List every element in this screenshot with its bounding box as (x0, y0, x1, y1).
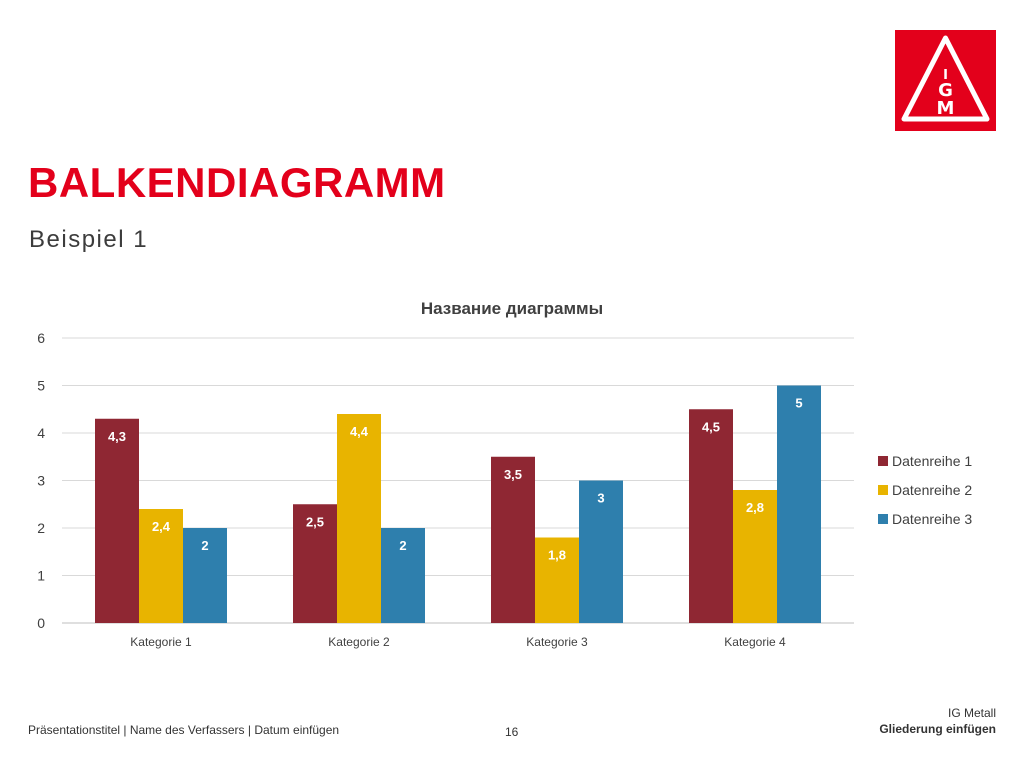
bar (579, 480, 623, 623)
chart-title: Название диаграммы (421, 299, 603, 318)
data-label: 2,8 (746, 500, 764, 515)
svg-text:G: G (938, 80, 953, 101)
footer-section: Gliederung einfügen (879, 722, 996, 736)
footer-right: IG Metall Gliederung einfügen (879, 705, 996, 737)
data-label: 4,5 (702, 419, 720, 434)
data-label: 3,5 (504, 467, 522, 482)
x-tick-label: Kategorie 1 (130, 635, 192, 649)
bar (535, 537, 579, 623)
y-tick-label: 1 (37, 568, 45, 584)
data-label: 2,5 (306, 514, 324, 529)
data-label: 1,8 (548, 548, 566, 563)
legend-entry: Datenreihe 3 (892, 511, 972, 527)
bar (95, 418, 139, 623)
svg-text:I: I (943, 68, 948, 83)
x-tick-label: Kategorie 3 (526, 635, 588, 649)
bar (689, 409, 733, 623)
bar (337, 414, 381, 623)
bar (733, 490, 777, 623)
y-tick-label: 5 (37, 378, 45, 394)
data-label: 4,3 (108, 429, 126, 444)
bar (777, 385, 821, 623)
y-tick-label: 4 (37, 425, 45, 441)
legend-entry: Datenreihe 2 (892, 482, 972, 498)
legend-swatch (878, 485, 888, 495)
data-label: 5 (795, 396, 802, 411)
bar (491, 456, 535, 623)
footer-organization: IG Metall (947, 706, 996, 720)
y-tick-label: 0 (37, 615, 45, 631)
data-label: 2,4 (152, 519, 171, 534)
footer-presentation-info: Präsentationstitel | Name des Verfassers… (28, 723, 340, 737)
y-tick-label: 3 (37, 473, 45, 489)
y-tick-label: 2 (37, 520, 45, 536)
page-number: 16 (505, 725, 519, 739)
svg-text:M: M (937, 98, 955, 119)
data-label: 2 (201, 538, 208, 553)
data-label: 3 (597, 491, 604, 506)
bar (139, 509, 183, 623)
ig-metall-logo: I G M (895, 30, 996, 131)
bar (183, 528, 227, 623)
slide-subtitle: Beispiel 1 (29, 226, 149, 253)
slide-title: BALKENDIAGRAMM (28, 159, 446, 206)
y-tick-label: 6 (37, 330, 45, 346)
bar (293, 504, 337, 623)
data-label: 2 (399, 538, 406, 553)
logo-graphic: I G M (895, 30, 996, 131)
x-tick-label: Kategorie 4 (724, 635, 786, 649)
legend-swatch (878, 456, 888, 466)
bar (381, 528, 425, 623)
data-label: 4,4 (350, 424, 369, 439)
x-tick-label: Kategorie 2 (328, 635, 390, 649)
legend-entry: Datenreihe 1 (892, 453, 972, 469)
legend-swatch (878, 514, 888, 524)
